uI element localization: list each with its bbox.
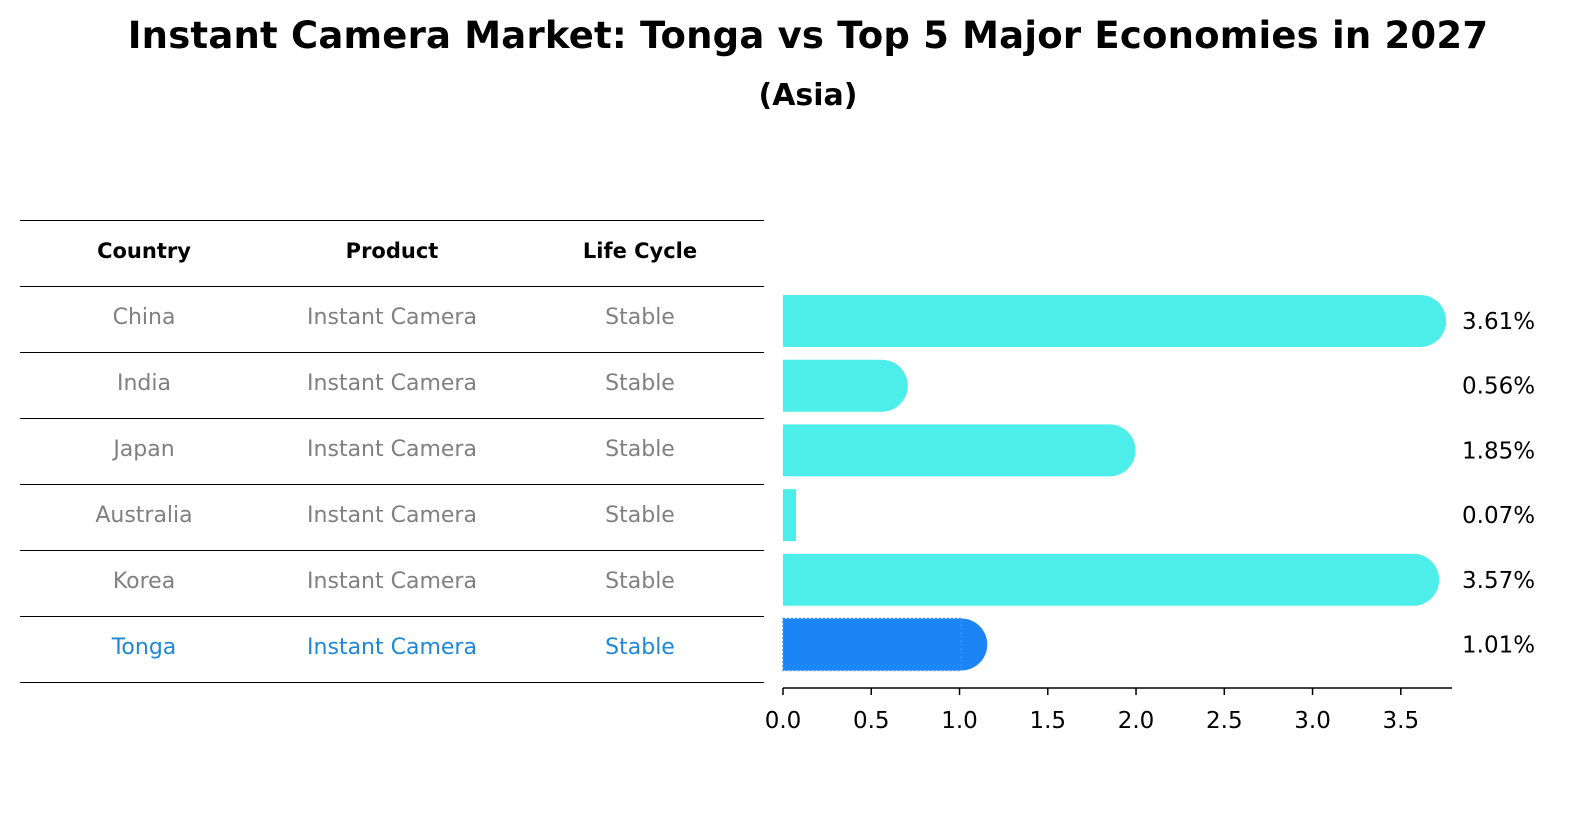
value-label: 0.56% (1462, 374, 1535, 400)
bar-india (783, 359, 908, 412)
table-cell-product: Instant Camera (307, 635, 477, 660)
table-rule (20, 352, 764, 353)
bar-china (783, 295, 1447, 347)
chart-title: Instant Camera Market: Tonga vs Top 5 Ma… (127, 14, 1489, 57)
table-cell-product: Instant Camera (307, 371, 477, 396)
table-cell-life-cycle: Stable (605, 371, 675, 396)
table-rule (20, 220, 764, 221)
table-cell-life-cycle: Stable (605, 569, 675, 594)
table-cell-country: Tonga (111, 635, 177, 660)
x-tick-label: 0.0 (765, 708, 802, 734)
table-cell-life-cycle: Stable (605, 305, 675, 330)
x-tick-label: 2.0 (1118, 708, 1155, 734)
table-cell-product: Instant Camera (307, 503, 477, 528)
table-cell-country: China (112, 305, 176, 330)
table-rule (20, 616, 764, 617)
value-label: 3.57% (1462, 568, 1535, 594)
table-rule (20, 550, 764, 551)
value-label: 3.61% (1462, 309, 1535, 335)
x-tick-label: 1.5 (1029, 708, 1066, 734)
value-label: 0.07% (1462, 503, 1535, 529)
table-cell-life-cycle: Stable (605, 503, 675, 528)
table-header-cell: Life Cycle (582, 239, 698, 263)
bar-australia (783, 489, 796, 542)
chart-subtitle: (Asia) (758, 78, 858, 113)
table-rule (20, 682, 764, 683)
x-tick-label: 2.5 (1206, 708, 1243, 734)
bar-korea (783, 553, 1440, 606)
table-cell-life-cycle: Stable (605, 635, 675, 660)
table-cell-country: Australia (95, 503, 193, 528)
table-header-cell: Country (97, 239, 191, 263)
bar-japan (783, 424, 1136, 477)
x-tick-label: 0.5 (853, 708, 890, 734)
table-rule (20, 418, 764, 419)
x-tick-label: 3.5 (1383, 708, 1420, 734)
table-cell-product: Instant Camera (307, 569, 477, 594)
table-cell-product: Instant Camera (307, 437, 477, 462)
table-cell-country: India (117, 371, 171, 396)
table-cell-life-cycle: Stable (605, 437, 675, 462)
table-rule (20, 484, 764, 485)
table-cell-country: Japan (113, 437, 175, 462)
x-tick-label: 1.0 (941, 708, 978, 734)
value-label: 1.85% (1462, 438, 1535, 464)
table-cell-country: Korea (112, 569, 176, 594)
bar-highlight-outline (782, 617, 963, 672)
x-tick-label: 3.0 (1294, 708, 1331, 734)
table-rule (20, 286, 764, 287)
table-header-cell: Product (345, 239, 439, 263)
bar-tonga (783, 618, 988, 671)
value-label: 1.01% (1462, 633, 1535, 659)
table-cell-product: Instant Camera (307, 305, 477, 330)
